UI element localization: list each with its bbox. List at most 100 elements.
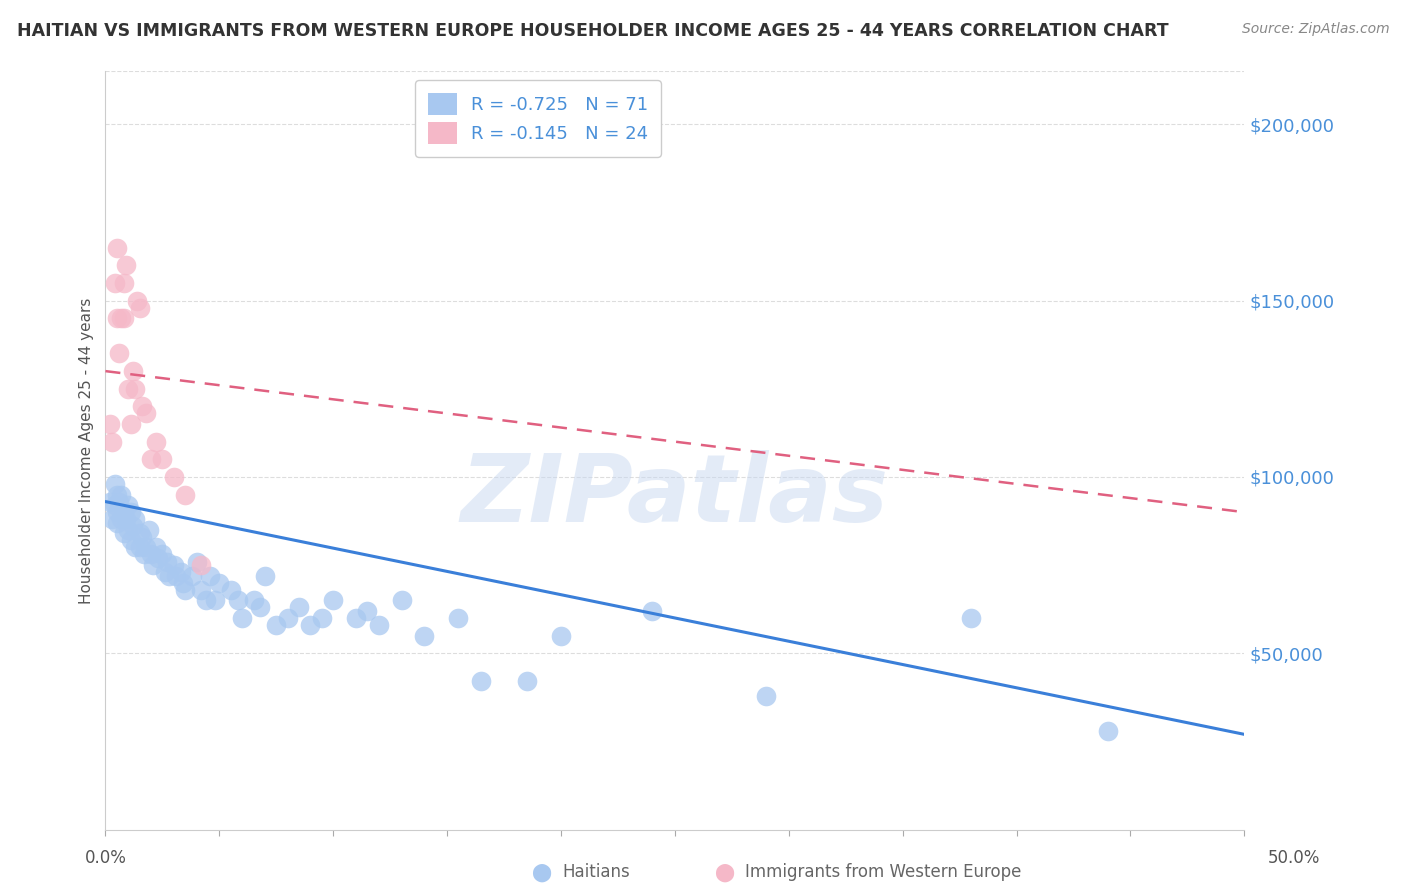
Point: [146, 551, 169, 566]
Point: [145, 434, 167, 449]
Point: [174, 487, 197, 501]
Text: Immigrants from Western Europe: Immigrants from Western Europe: [745, 863, 1022, 881]
Y-axis label: Householder Income Ages 25 - 44 years: Householder Income Ages 25 - 44 years: [79, 297, 94, 604]
Point: [135, 406, 157, 420]
Text: Source: ZipAtlas.com: Source: ZipAtlas.com: [1241, 22, 1389, 37]
Text: ZIPatlas: ZIPatlas: [461, 450, 889, 542]
Point: [447, 611, 470, 625]
Point: [108, 346, 131, 360]
Point: [277, 611, 299, 625]
Point: [128, 541, 150, 555]
Point: [124, 541, 146, 555]
Point: [190, 582, 212, 597]
Point: [128, 301, 150, 315]
Point: [190, 558, 212, 572]
Point: [157, 568, 180, 582]
Point: [112, 311, 135, 326]
Point: [110, 512, 132, 526]
Point: [174, 582, 197, 597]
Point: [249, 600, 271, 615]
Point: [152, 452, 174, 467]
Point: [755, 689, 778, 703]
Point: [242, 593, 264, 607]
Point: [138, 523, 160, 537]
Point: [391, 593, 413, 607]
Point: [172, 575, 194, 590]
Point: [231, 611, 253, 625]
Point: [163, 470, 186, 484]
Text: ⬤: ⬤: [531, 863, 551, 881]
Point: [98, 494, 121, 508]
Point: [112, 526, 135, 541]
Point: [105, 487, 128, 501]
Point: [110, 311, 132, 326]
Point: [181, 568, 204, 582]
Point: [344, 611, 367, 625]
Point: [128, 526, 150, 541]
Point: [127, 293, 149, 308]
Point: [253, 568, 276, 582]
Point: [311, 611, 333, 625]
Point: [117, 523, 139, 537]
Point: [194, 593, 217, 607]
Point: [152, 548, 174, 562]
Point: [98, 417, 121, 431]
Point: [219, 582, 242, 597]
Point: [322, 593, 344, 607]
Point: [135, 541, 157, 555]
Point: [139, 452, 162, 467]
Point: [105, 505, 128, 519]
Point: [131, 400, 153, 414]
Point: [120, 505, 142, 519]
Point: [156, 555, 179, 569]
Point: [145, 541, 167, 555]
Point: [641, 604, 664, 618]
Point: [115, 258, 138, 272]
Point: [112, 505, 135, 519]
Text: 0.0%: 0.0%: [84, 849, 127, 867]
Point: [226, 593, 249, 607]
Text: HAITIAN VS IMMIGRANTS FROM WESTERN EUROPE HOUSEHOLDER INCOME AGES 25 - 44 YEARS : HAITIAN VS IMMIGRANTS FROM WESTERN EUROP…: [17, 22, 1168, 40]
Point: [134, 548, 156, 562]
Point: [200, 568, 222, 582]
Point: [299, 618, 322, 632]
Point: [142, 558, 165, 572]
Point: [367, 618, 389, 632]
Point: [413, 629, 436, 643]
Point: [550, 629, 572, 643]
Point: [117, 498, 139, 512]
Point: [264, 618, 288, 632]
Point: [169, 565, 191, 579]
Point: [288, 600, 311, 615]
Text: 50.0%: 50.0%: [1267, 849, 1320, 867]
Text: Haitians: Haitians: [562, 863, 630, 881]
Point: [1097, 723, 1119, 738]
Point: [204, 593, 226, 607]
Point: [356, 604, 378, 618]
Point: [105, 311, 128, 326]
Point: [516, 674, 538, 689]
Point: [131, 530, 153, 544]
Point: [110, 487, 132, 501]
Point: [103, 477, 125, 491]
Point: [108, 494, 131, 508]
Point: [105, 241, 128, 255]
Point: [112, 276, 135, 290]
Point: [124, 382, 146, 396]
Point: [121, 519, 143, 533]
Text: ⬤: ⬤: [714, 863, 734, 881]
Point: [163, 558, 186, 572]
Point: [470, 674, 492, 689]
Point: [103, 276, 125, 290]
Point: [101, 512, 124, 526]
Point: [124, 512, 146, 526]
Point: [208, 575, 231, 590]
Point: [121, 364, 143, 378]
Point: [105, 516, 128, 530]
Point: [117, 382, 139, 396]
Point: [186, 555, 208, 569]
Point: [153, 565, 176, 579]
Point: [165, 568, 187, 582]
Point: [115, 512, 138, 526]
Point: [139, 548, 162, 562]
